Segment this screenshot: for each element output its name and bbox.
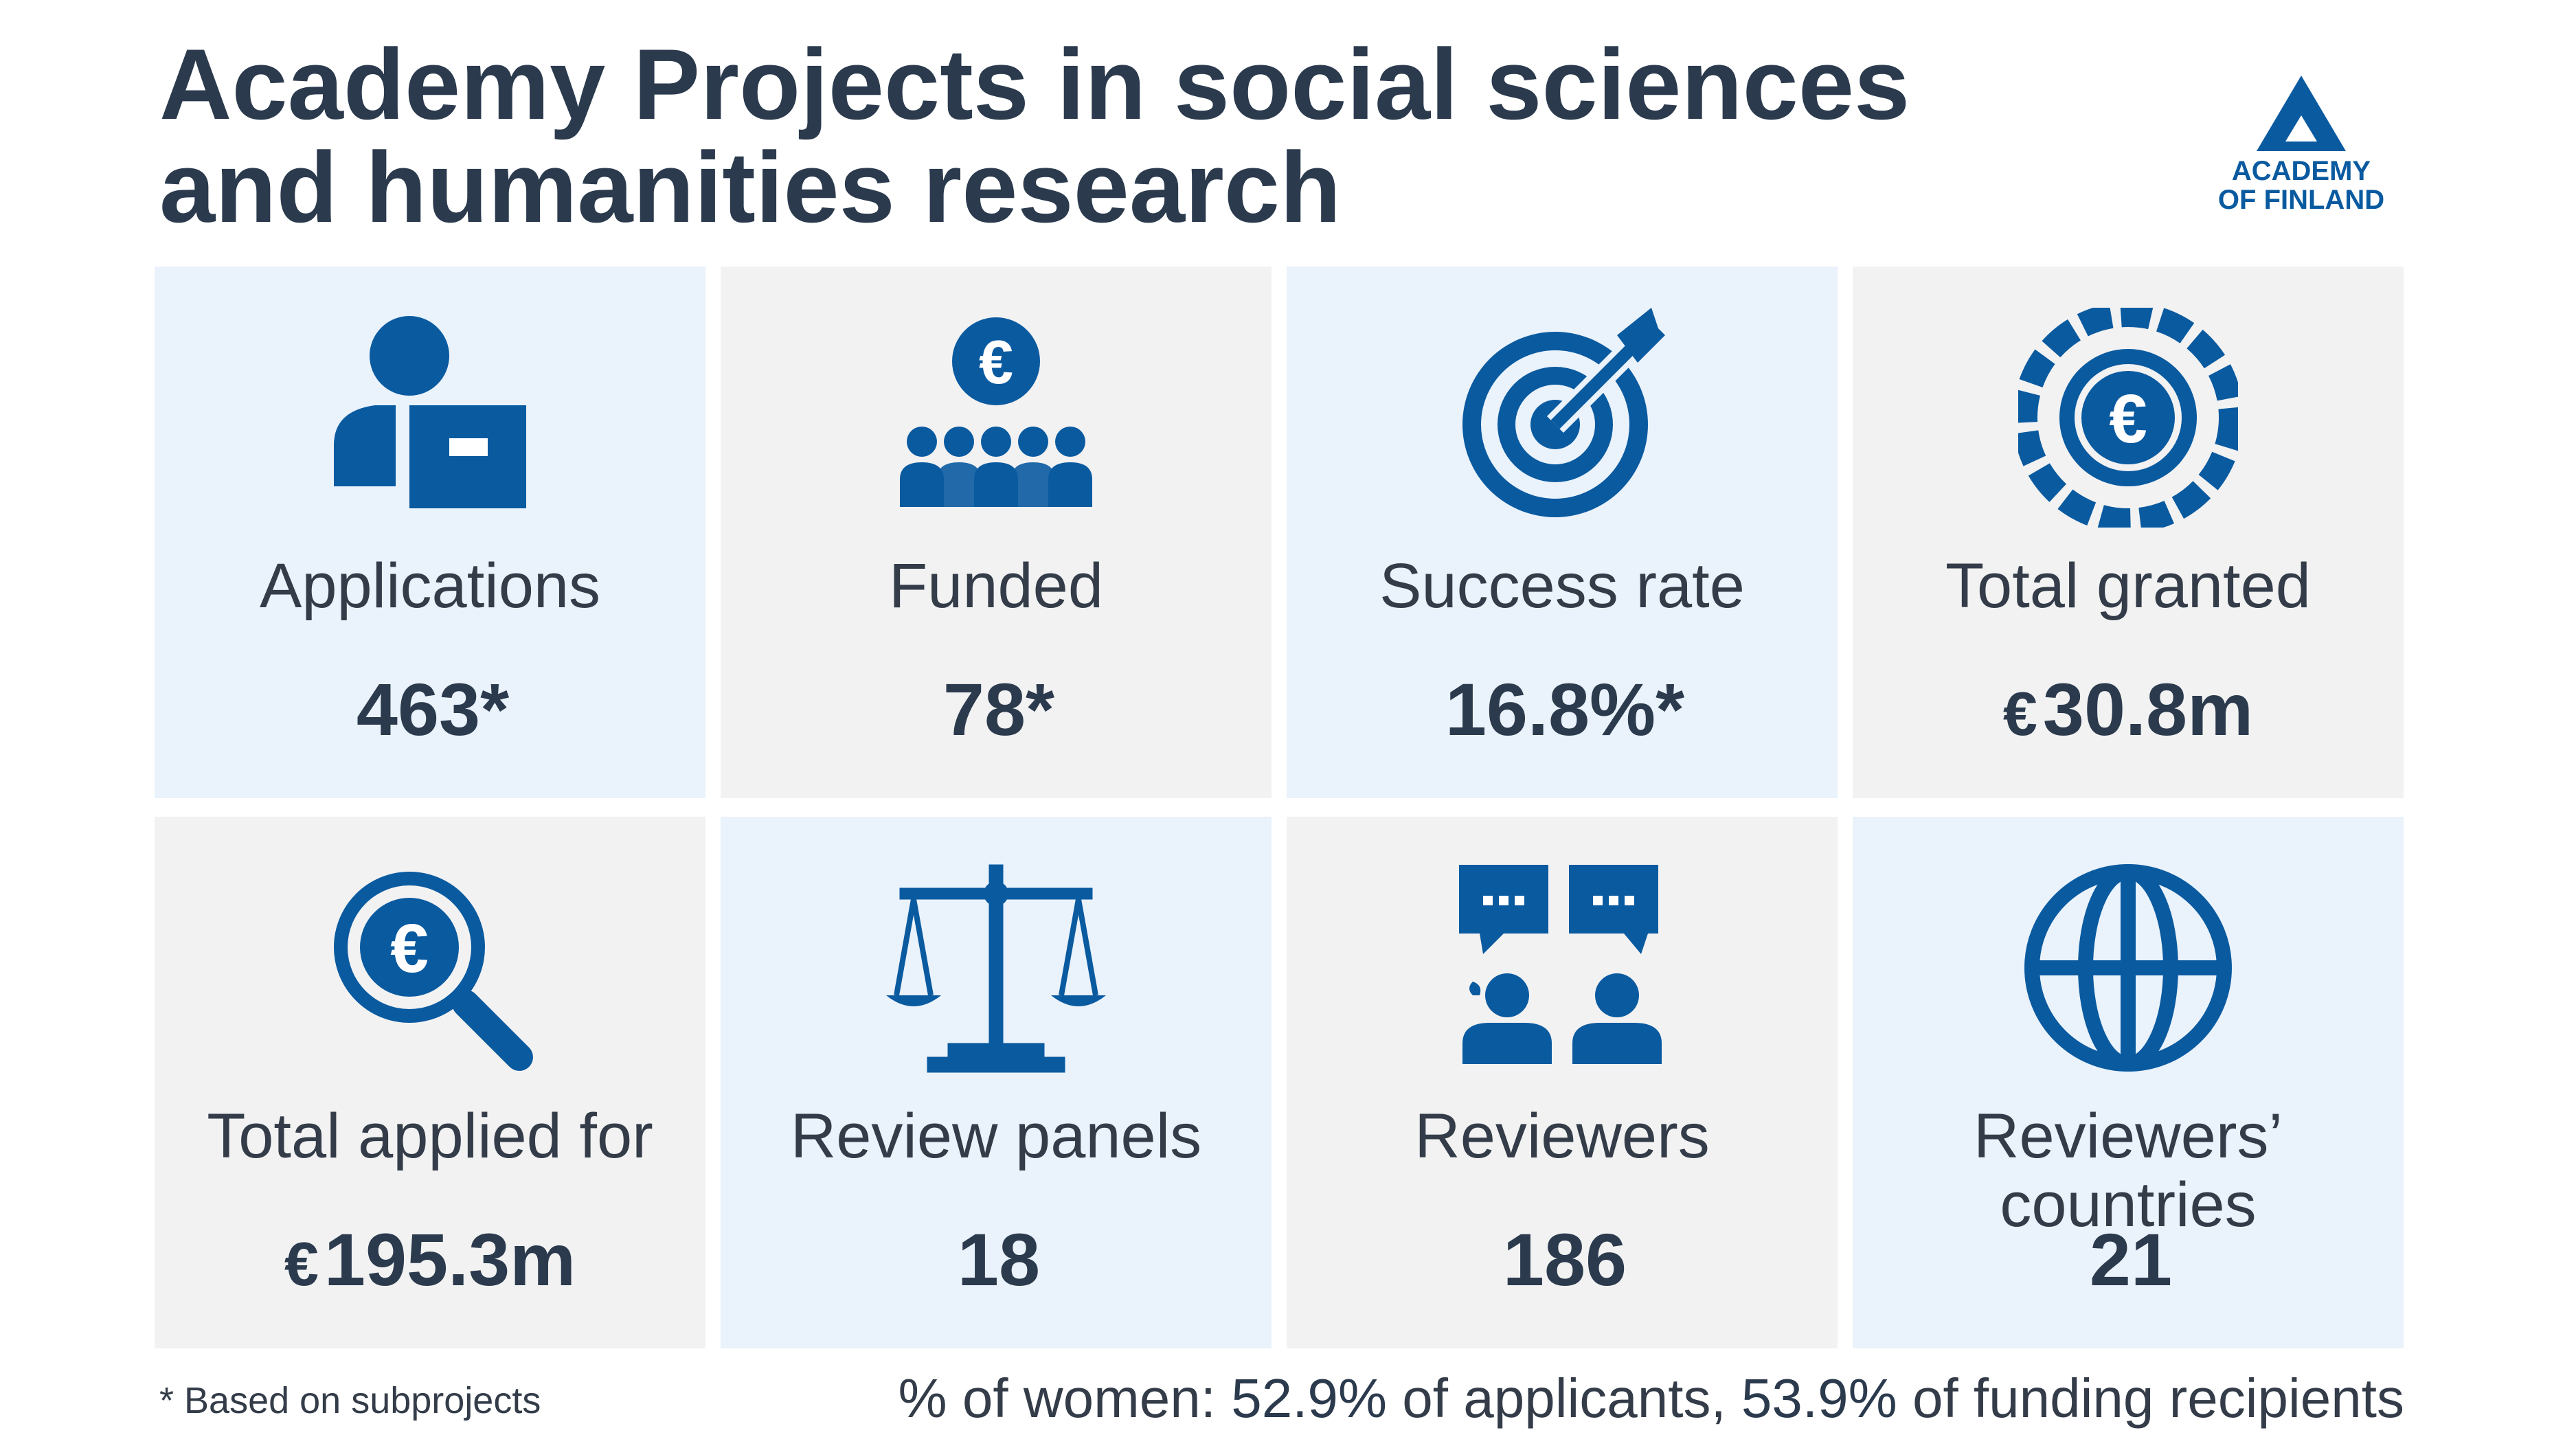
logo-line-2: OF FINLAND	[2217, 185, 2385, 215]
globe-icon	[2018, 858, 2238, 1078]
logo-line-1: ACADEMY	[2231, 156, 2371, 186]
scales-icon	[886, 858, 1106, 1078]
applicant-icon	[320, 308, 540, 528]
stat-label: Applications	[259, 551, 601, 621]
women-applicants-text: of applicants,	[1387, 1368, 1741, 1429]
women-recipients-value: 53.9%	[1741, 1368, 1897, 1429]
logo-triangle-icon	[2257, 76, 2346, 151]
stat-label: Success rate	[1379, 551, 1745, 621]
stat-label: Funded	[888, 551, 1104, 621]
svg-text:€: €	[979, 328, 1013, 397]
target-icon	[1452, 308, 1672, 528]
stat-value: 78*	[942, 668, 1055, 751]
stat-value: €30.8m	[2002, 668, 2254, 751]
stat-label: Review panels	[790, 1101, 1202, 1171]
stat-value: 18	[957, 1218, 1041, 1301]
stat-tile-total-applied: € Total applied for €195.3m	[155, 817, 705, 1348]
stat-tile-review-panels: Review panels 18	[721, 817, 1272, 1348]
women-prefix: % of women:	[898, 1368, 1232, 1429]
stat-tile-success-rate: Success rate 16.8%*	[1287, 267, 1838, 798]
stat-label: Reviewers	[1414, 1101, 1710, 1171]
euro-search-icon: €	[320, 858, 540, 1078]
euro-coin-icon: €	[2018, 308, 2238, 528]
stats-grid: Applications 463* € Funded 78*	[155, 267, 2404, 1348]
reviewers-chat-icon	[1452, 858, 1672, 1078]
stat-tile-funded: € Funded 78*	[721, 267, 1272, 798]
stat-tile-total-granted: € Total granted €30.8m	[1853, 267, 2404, 798]
svg-text:€: €	[390, 910, 429, 987]
stat-label: Reviewers’ countries	[1974, 1101, 2283, 1240]
stat-value: 16.8%*	[1445, 668, 1685, 751]
footnote: * Based on subprojects	[159, 1380, 541, 1421]
academy-of-finland-logo: ACADEMY OF FINLAND	[2198, 76, 2404, 234]
stat-value: 186	[1502, 1218, 1627, 1301]
page-title: Academy Projects in social sciences and …	[159, 28, 1910, 243]
women-applicants-value: 52.9%	[1231, 1368, 1388, 1429]
stat-value: 463*	[356, 668, 510, 751]
stat-value: 21	[2089, 1218, 2173, 1301]
stat-tile-applications: Applications 463*	[155, 267, 705, 798]
funded-group-icon: €	[886, 308, 1106, 528]
svg-text:€: €	[2109, 381, 2147, 457]
women-share-note: % of women: 52.9% of applicants, 53.9% o…	[899, 1367, 2404, 1430]
stat-label: Total granted	[1945, 551, 2311, 621]
stat-label: Total applied for	[207, 1101, 653, 1171]
stat-value: €195.3m	[284, 1218, 576, 1301]
women-recipients-text: of funding recipients	[1897, 1368, 2404, 1429]
stat-tile-reviewers-countries: Reviewers’ countries 21	[1853, 817, 2404, 1348]
stat-tile-reviewers: Reviewers 186	[1287, 817, 1838, 1348]
